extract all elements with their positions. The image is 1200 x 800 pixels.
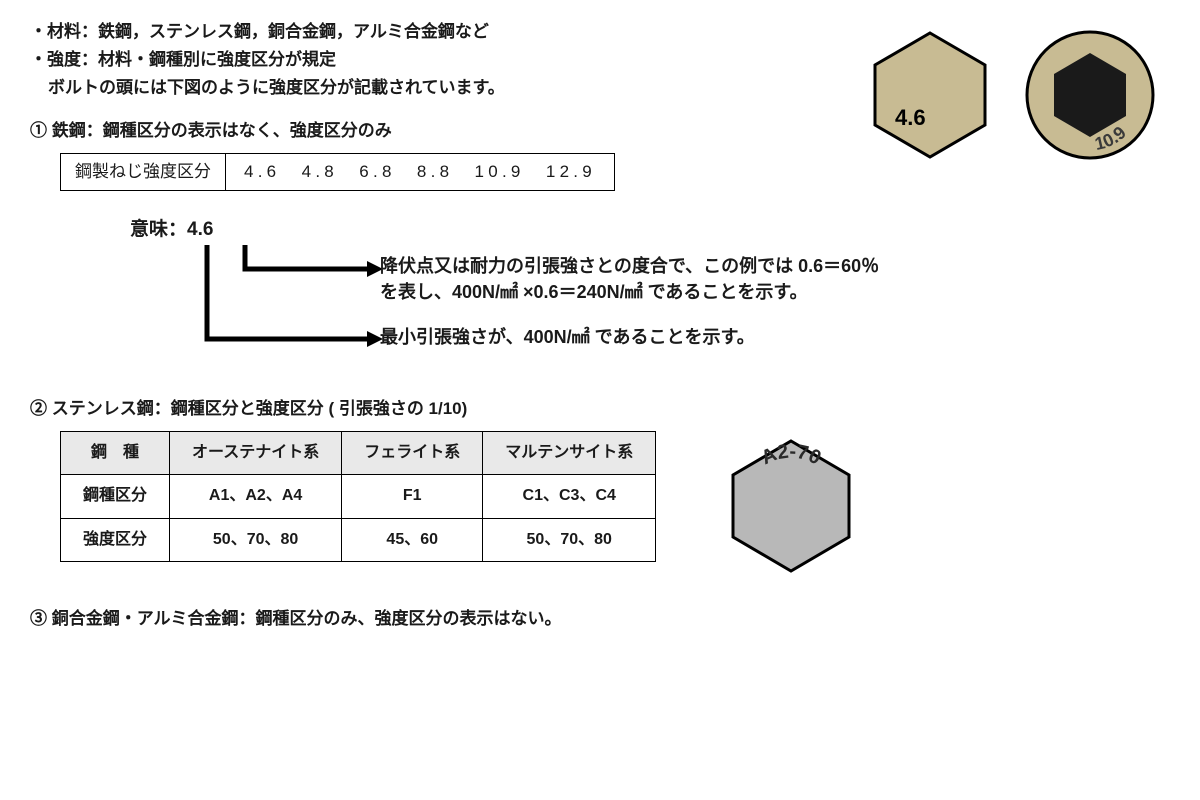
- meaning-text-lower: 最小引張強さが、400N/㎟ であることを示す。: [380, 325, 755, 350]
- arrow-elbows-icon: [185, 241, 385, 371]
- hex-bolt-label: 4.6: [895, 105, 926, 130]
- stainless-table: 鋼 種 オーステナイト系 フェライト系 マルテンサイト系 鋼種区分 A1、A2、…: [60, 431, 656, 562]
- socket-bolt-icon: 10.9: [1020, 25, 1160, 165]
- ss-th-0: 鋼 種: [61, 431, 170, 474]
- hex-bolt-icon: 4.6: [860, 25, 1000, 165]
- ss-th-1: オーステナイト系: [170, 431, 342, 474]
- ss-th-3: マルテンサイト系: [483, 431, 656, 474]
- ss-r0c2: F1: [342, 475, 483, 518]
- steel-grade-values: 4.6 4.8 6.8 8.8 10.9 12.9: [226, 154, 614, 190]
- section2-heading: ② ステンレス鋼：鋼種区分と強度区分 ( 引張強さの 1/10): [30, 397, 1170, 421]
- ss-r0c1: A1、A2、A4: [170, 475, 342, 518]
- ss-r1c3: 50、70、80: [483, 518, 656, 561]
- ss-r1c0: 強度区分: [61, 518, 170, 561]
- meaning-diagram: 意味：4.6 降伏点又は耐力の引張強さとの度合で、この例では 0.6＝60％ を…: [130, 217, 1170, 377]
- meaning-label: 意味：4.6: [130, 217, 1170, 244]
- ss-r0c0: 鋼種区分: [61, 475, 170, 518]
- bolt-head-illustrations: 4.6 10.9: [860, 25, 1160, 165]
- ss-r1c1: 50、70、80: [170, 518, 342, 561]
- meaning-line1a: 降伏点又は耐力の引張強さとの度合で、この例では 0.6＝60％: [380, 256, 879, 276]
- section3-heading: ③ 銅合金鋼・アルミ合金鋼：鋼種区分のみ、強度区分の表示はない。: [30, 607, 1170, 631]
- ss-r1c2: 45、60: [342, 518, 483, 561]
- steel-grade-table: 鋼製ねじ強度区分 4.6 4.8 6.8 8.8 10.9 12.9: [60, 153, 615, 191]
- steel-grade-label: 鋼製ねじ強度区分: [61, 154, 226, 190]
- meaning-line1b: を表し、400N/㎟ ×0.6＝240N/㎟ であることを示す。: [380, 282, 808, 302]
- ss-r0c3: C1、C3、C4: [483, 475, 656, 518]
- ss-th-2: フェライト系: [342, 431, 483, 474]
- meaning-text-upper: 降伏点又は耐力の引張強さとの度合で、この例では 0.6＝60％ を表し、400N…: [380, 253, 1160, 305]
- stainless-bolt-icon: A2-70: [716, 431, 866, 581]
